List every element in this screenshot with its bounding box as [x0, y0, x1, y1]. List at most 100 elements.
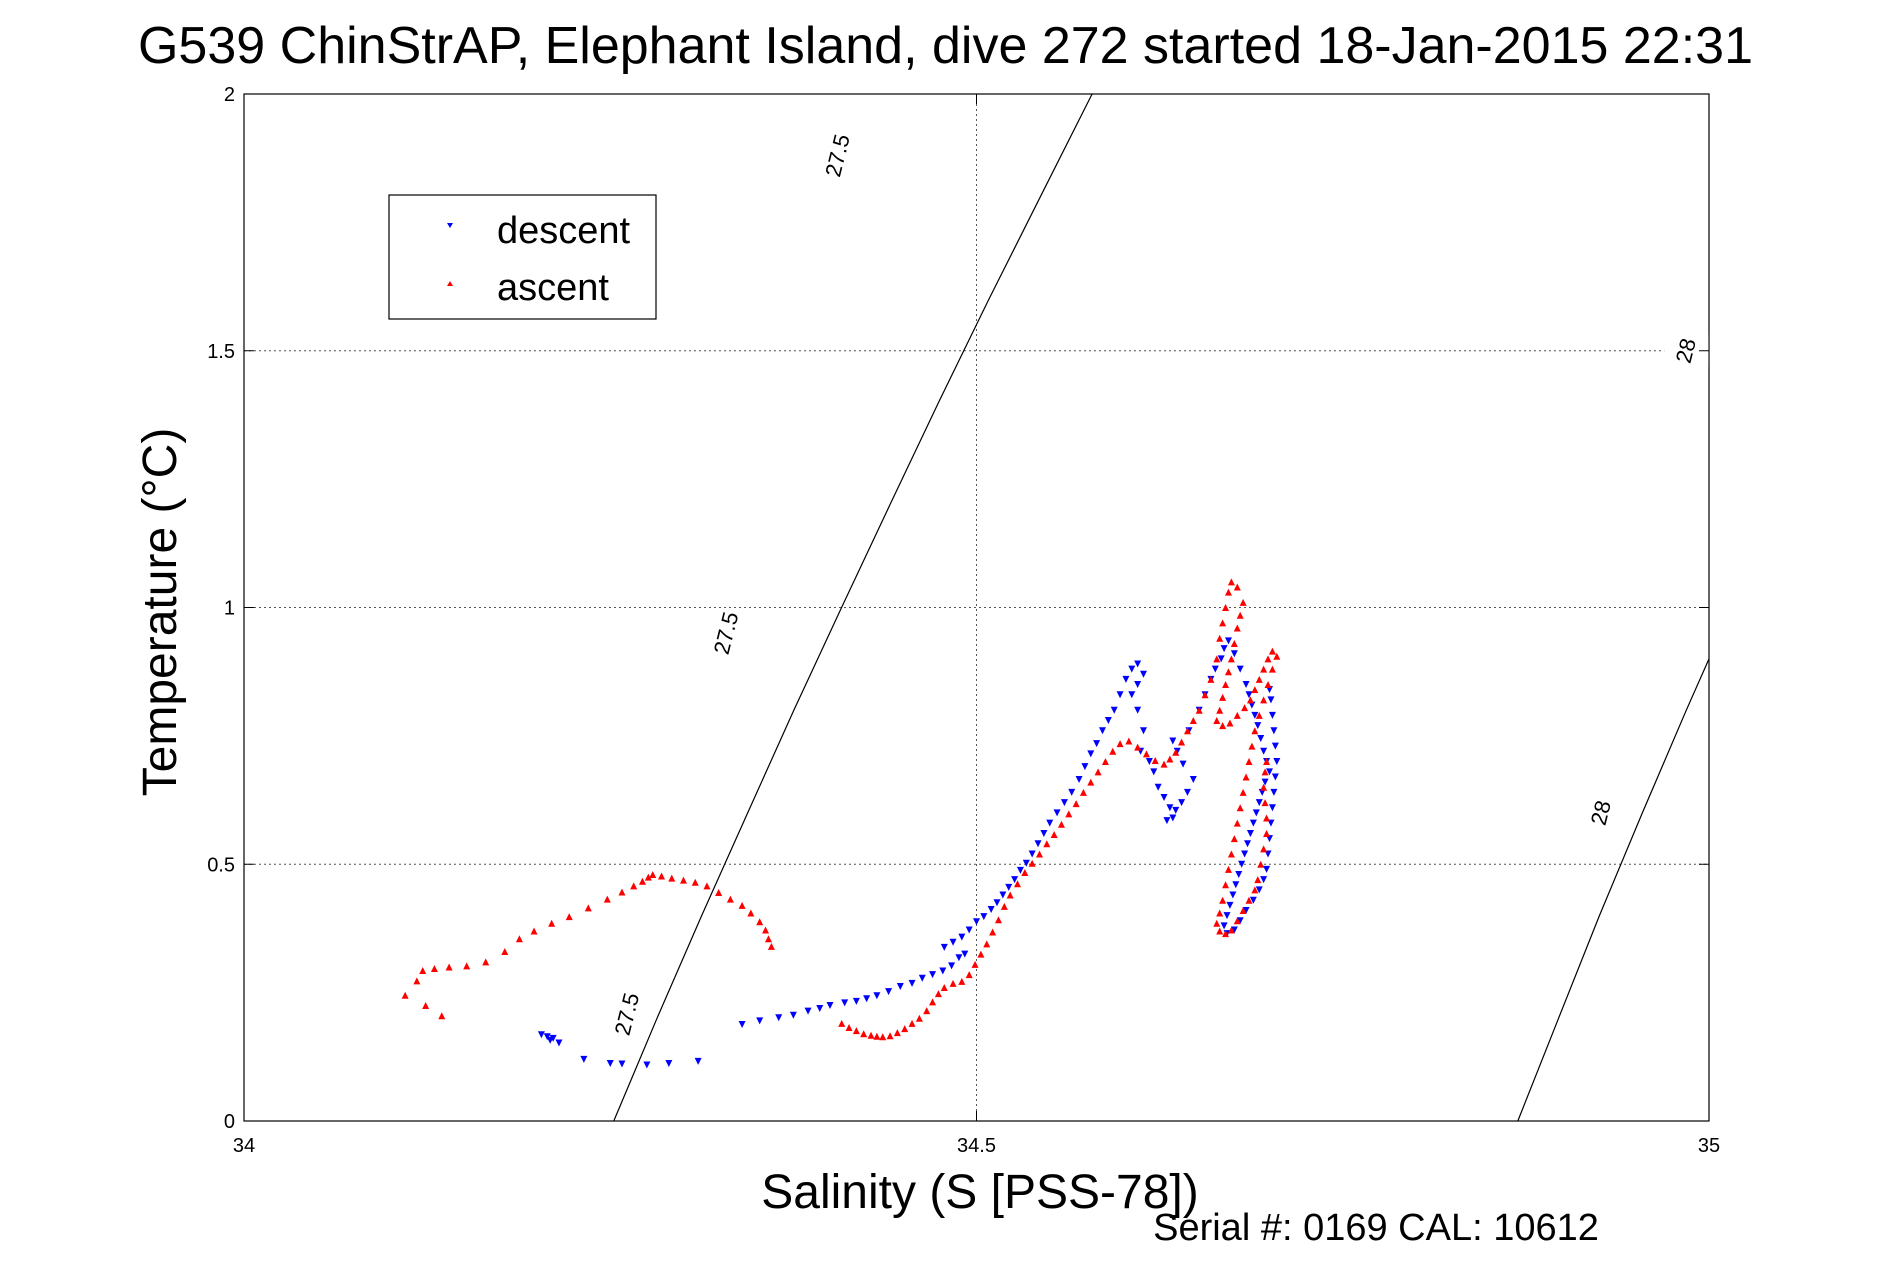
contour-label-background	[605, 998, 650, 1031]
descent-point	[929, 971, 937, 979]
ascent-point	[1101, 758, 1109, 766]
ascent-point	[548, 919, 556, 927]
descent-point	[643, 1061, 651, 1069]
density-contour-27.5	[613, 93, 1093, 1122]
ascent-point	[413, 977, 421, 985]
descent-point	[1169, 737, 1177, 745]
descent-point	[606, 1059, 614, 1067]
descent-point	[993, 899, 1001, 907]
ascent-point	[1255, 675, 1263, 683]
ascent-point	[1246, 696, 1254, 704]
ascent-point	[1219, 693, 1227, 701]
ascent-point	[668, 874, 676, 882]
ascent-point	[1248, 742, 1256, 750]
ascent-point	[419, 967, 427, 975]
descent-point	[841, 999, 849, 1007]
ascent-point	[738, 901, 746, 909]
ascent-point	[983, 940, 991, 948]
y-tick-label: 1.5	[207, 341, 235, 363]
ascent-point	[1227, 850, 1235, 858]
descent-point	[1179, 760, 1187, 768]
axis-ticks	[243, 93, 1710, 1122]
ascent-point	[1264, 655, 1272, 663]
ascent-point	[1239, 598, 1247, 606]
ascent-point	[1043, 840, 1051, 848]
descent-point	[1081, 763, 1089, 771]
ascent-point	[1134, 743, 1142, 751]
descent-point	[980, 913, 988, 921]
legend-descent-label: descent	[497, 210, 631, 252]
descent-point	[1068, 788, 1076, 796]
descent-point	[1154, 783, 1162, 791]
descent-point	[1040, 829, 1048, 837]
descent-point	[1249, 896, 1257, 904]
legend-box	[388, 194, 657, 320]
ascent-point	[1227, 926, 1235, 934]
ascent-point	[1251, 886, 1259, 894]
descent-point	[1160, 793, 1168, 801]
descent-point	[1075, 776, 1083, 784]
descent-point	[1116, 691, 1124, 699]
descent-point	[918, 974, 926, 982]
ascent-point	[1233, 624, 1241, 632]
descent-point	[1268, 711, 1276, 719]
ascent-point	[994, 916, 1002, 924]
ascent-point	[649, 871, 657, 879]
descent-point	[1011, 876, 1019, 884]
descent-point	[949, 938, 957, 946]
descent-point	[1251, 711, 1259, 719]
ascent-point	[1035, 850, 1043, 858]
descent-point	[1226, 901, 1234, 909]
descent-point	[1145, 758, 1153, 766]
descent-point	[948, 962, 956, 970]
ascent-point	[658, 872, 666, 880]
descent-point	[1273, 758, 1281, 766]
ascent-point	[618, 888, 626, 896]
ascent-point	[1233, 711, 1241, 719]
descent-point	[1087, 750, 1095, 758]
ascent-point	[1050, 830, 1058, 838]
ascent-point	[1242, 773, 1250, 781]
descent-point	[973, 918, 980, 926]
ascent-point	[1263, 758, 1271, 766]
descent-point	[1220, 645, 1228, 653]
ascent-point	[1260, 665, 1268, 673]
ascent-point	[1254, 876, 1262, 884]
descent-point	[1016, 866, 1024, 874]
descent-point	[618, 1060, 626, 1068]
ascent-point	[867, 1031, 875, 1039]
ascent-point	[1230, 835, 1238, 843]
ascent-point	[1172, 748, 1180, 756]
descent-point	[1172, 806, 1180, 814]
ascent-point	[430, 964, 438, 972]
descent-point	[1128, 665, 1136, 673]
ascent-point	[1222, 930, 1230, 938]
ascent-point	[1263, 814, 1271, 822]
ascent-point	[603, 895, 611, 903]
descent-point	[1266, 768, 1273, 776]
descent-point	[940, 943, 948, 951]
ascent-point	[1166, 755, 1174, 763]
descent-point	[775, 1014, 783, 1022]
descent-point	[1140, 670, 1148, 678]
contour-label: 27.5	[709, 609, 744, 657]
descent-point	[1166, 804, 1174, 812]
descent-point	[1249, 819, 1257, 827]
ascent-point	[1079, 788, 1087, 796]
ascent-point	[1273, 652, 1281, 660]
descent-point	[1242, 681, 1250, 689]
ascent-point	[1263, 829, 1271, 837]
ascent-point	[530, 927, 538, 935]
descent-point	[738, 1020, 746, 1028]
ascent-point	[949, 979, 957, 987]
ascent-point	[908, 1019, 916, 1027]
descent-point	[580, 1055, 588, 1063]
ascent-point	[1268, 665, 1276, 673]
y-tick-label: 0	[224, 1111, 235, 1133]
ascent-point	[715, 888, 723, 896]
ascent-point	[1216, 927, 1224, 935]
ascent-point	[1233, 583, 1241, 591]
descent-point	[1236, 665, 1244, 673]
ascent-point	[756, 918, 764, 926]
points-layer	[401, 578, 1281, 1069]
